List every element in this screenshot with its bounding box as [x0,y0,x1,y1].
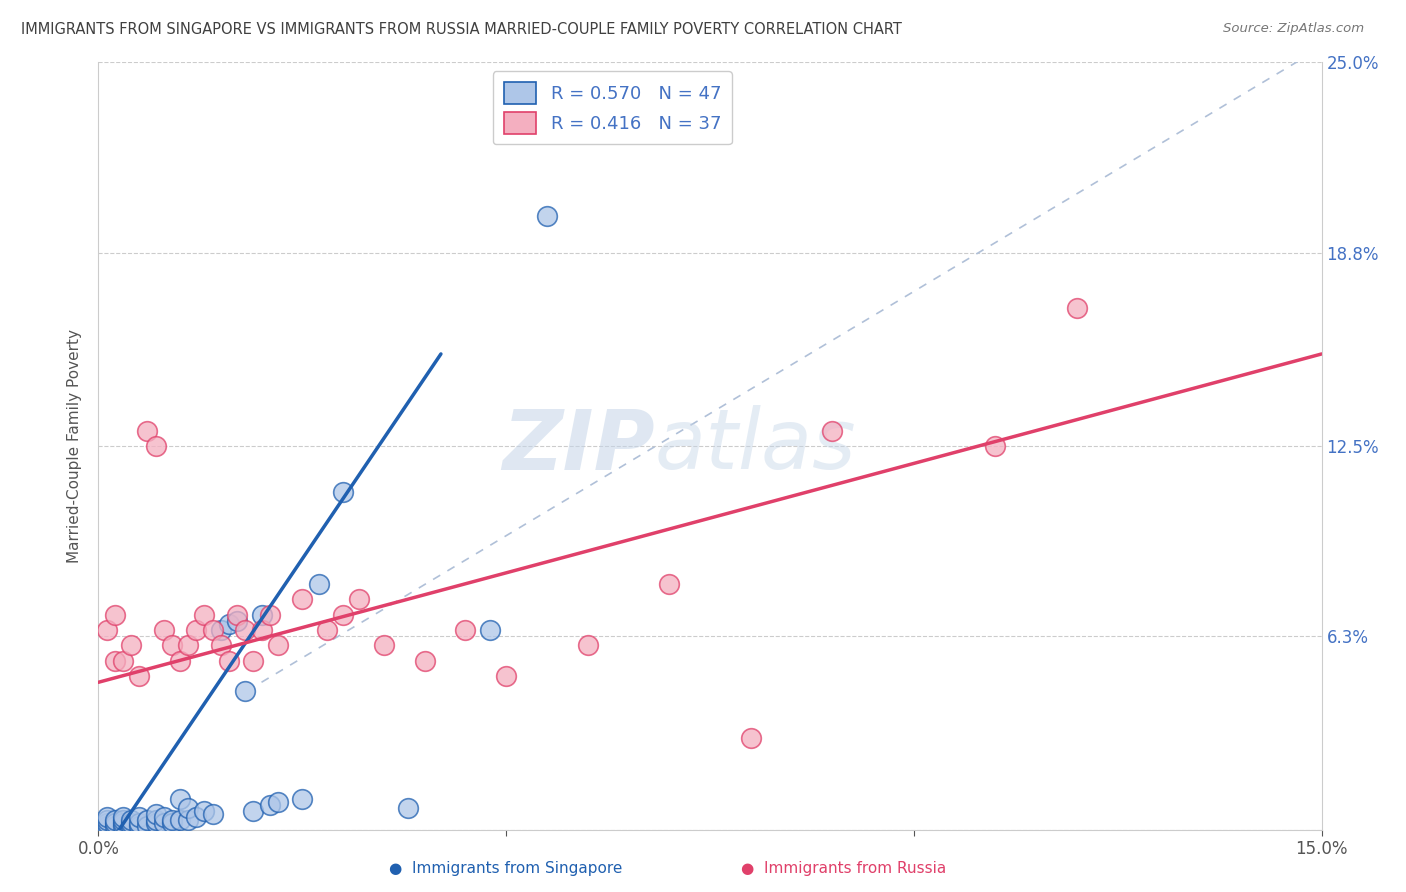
Point [201,623,224,637]
Point [821,424,844,438]
Point [177,814,200,828]
Point [128,810,150,824]
Y-axis label: Married-Couple Family Poverty: Married-Couple Family Poverty [67,329,83,563]
Point [242,804,264,818]
Point [111,810,134,824]
Point [984,439,1007,453]
Point [1066,301,1088,315]
Point [267,795,290,809]
Point [104,654,127,668]
Text: ZIP: ZIP [502,406,655,486]
Point [576,639,599,653]
Text: IMMIGRANTS FROM SINGAPORE VS IMMIGRANTS FROM RUSSIA MARRIED-COUPLE FAMILY POVERT: IMMIGRANTS FROM SINGAPORE VS IMMIGRANTS … [21,22,903,37]
Point [233,623,256,637]
Point [152,816,174,830]
Point [308,577,330,591]
Text: ●  Immigrants from Singapore: ● Immigrants from Singapore [389,861,623,876]
Point [233,684,256,698]
Point [291,792,314,806]
Point [740,731,762,745]
Point [242,654,264,668]
Point [120,820,142,834]
Point [209,639,232,653]
Point [250,607,273,622]
Point [193,607,215,622]
Text: atlas: atlas [655,406,856,486]
Point [373,639,395,653]
Point [152,623,174,637]
Point [128,816,150,830]
Point [111,816,134,830]
Point [160,816,183,830]
Point [96,816,118,830]
Point [111,654,134,668]
Point [396,801,419,815]
Point [454,623,477,637]
Point [177,801,200,815]
Point [332,607,354,622]
Point [291,592,314,607]
Point [186,810,208,824]
Point [218,654,240,668]
Legend: R = 0.570   N = 47, R = 0.416   N = 37: R = 0.570 N = 47, R = 0.416 N = 37 [492,71,733,145]
Point [120,639,142,653]
Point [218,617,240,632]
Point [145,814,167,828]
Point [136,814,159,828]
Point [169,654,191,668]
Point [120,816,142,830]
Point [104,814,127,828]
Point [96,810,118,824]
Text: ●  Immigrants from Russia: ● Immigrants from Russia [741,861,946,876]
Point [169,792,191,806]
Point [169,814,191,828]
Point [193,804,215,818]
Point [226,607,249,622]
Point [128,820,150,834]
Point [201,807,224,822]
Point [478,623,501,637]
Point [209,623,232,637]
Point [160,814,183,828]
Point [104,816,127,830]
Point [226,614,249,628]
Point [267,639,290,653]
Point [259,797,281,812]
Point [136,424,159,438]
Point [152,810,174,824]
Point [111,820,134,834]
Point [136,820,159,834]
Point [145,439,167,453]
Point [536,209,558,223]
Text: Source: ZipAtlas.com: Source: ZipAtlas.com [1223,22,1364,36]
Point [658,577,681,591]
Point [104,820,127,834]
Point [145,816,167,830]
Point [96,623,118,637]
Point [177,639,200,653]
Point [315,623,337,637]
Point [160,639,183,653]
Point [120,814,142,828]
Point [96,814,118,828]
Point [104,607,127,622]
Point [145,807,167,822]
Point [186,623,208,637]
Point [250,623,273,637]
Point [259,607,281,622]
Point [128,669,150,683]
Point [413,654,436,668]
Point [349,592,371,607]
Point [96,820,118,834]
Point [111,814,134,828]
Point [495,669,517,683]
Point [332,485,354,500]
